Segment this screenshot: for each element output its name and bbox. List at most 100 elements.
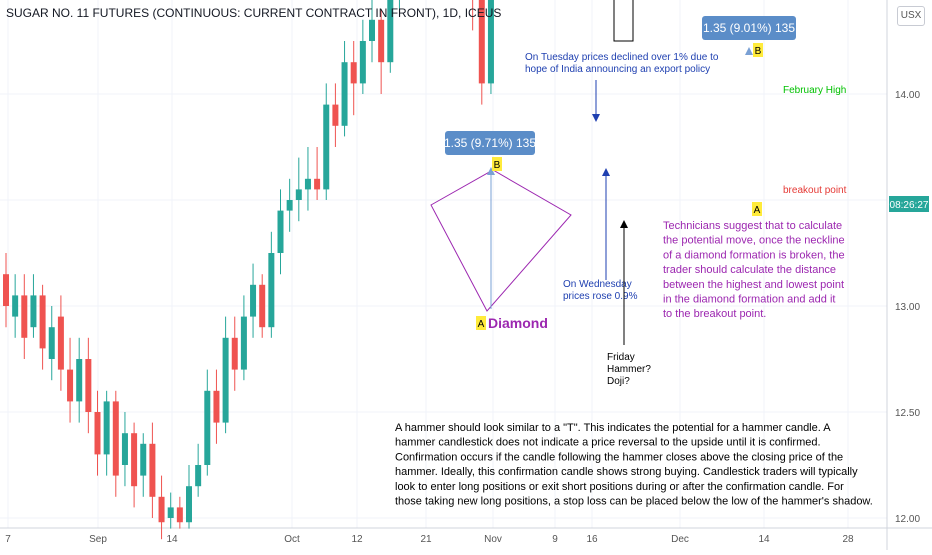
technicians-note: to the breakout point.	[663, 308, 766, 320]
x-tick-label: 14	[758, 534, 770, 545]
february-high-label: February High	[783, 85, 846, 96]
candle-body	[140, 443, 147, 476]
tuesday-note: On Tuesday prices declined over 1% due t…	[525, 52, 719, 63]
candle-body	[94, 412, 101, 455]
point-b-marker-bg	[492, 157, 502, 171]
candle-body	[67, 369, 74, 402]
technicians-note: trader should calculate the distance	[663, 264, 836, 276]
breakout-point-label: breakout point	[783, 185, 847, 196]
diamond-label: Diamond	[488, 315, 548, 331]
candle-body	[12, 295, 19, 317]
y-tick-label: 13.00	[895, 302, 920, 313]
hammer-note: Confirmation occurs if the candle follow…	[395, 451, 843, 463]
candle-body	[48, 327, 55, 359]
candle-body	[30, 295, 37, 328]
measure-box-1	[445, 131, 535, 155]
tuesday-arrow-head	[592, 114, 600, 122]
chart-title: SUGAR NO. 11 FUTURES (CONTINUOUS: CURREN…	[6, 6, 502, 20]
candle-body	[323, 104, 330, 190]
candle-body	[250, 284, 257, 317]
point-b-marker-2-bg	[753, 43, 763, 57]
candle-body	[240, 316, 247, 370]
candle-body	[222, 337, 229, 423]
candle-body	[350, 62, 357, 84]
friday-note: Doji?	[607, 376, 630, 387]
candle-body	[3, 274, 9, 306]
hammer-note: look to enter long positions or exit sho…	[395, 481, 844, 493]
measure-text-2: 1.35 (9.01%) 135	[703, 21, 795, 35]
candle-body	[314, 178, 321, 190]
friday-note: Friday	[607, 352, 635, 363]
candle-body	[478, 0, 485, 84]
currency-button[interactable]: USX	[897, 6, 925, 26]
candle-body	[21, 295, 28, 338]
technicians-note: in the diamond formation and add it	[663, 294, 835, 306]
wednesday-note: prices rose 0.9%	[563, 291, 638, 302]
candle-body	[341, 62, 348, 126]
candle-body	[487, 0, 494, 84]
technicians-note: Technicians suggest that to calculate	[663, 220, 842, 232]
x-tick-label: 12	[351, 534, 363, 545]
point-b-marker: B	[494, 160, 501, 171]
candle-body	[204, 390, 211, 465]
x-tick-label: Oct	[284, 534, 300, 545]
x-tick-label: 14	[166, 534, 178, 545]
measure-box-2	[702, 16, 796, 40]
point-a-marker-2-bg	[752, 202, 762, 216]
candle-body	[332, 104, 339, 126]
technicians-note: between the highest and lowest point	[663, 279, 844, 291]
candle-body	[387, 0, 394, 63]
measure-text-1: 1.35 (9.71%) 135	[444, 136, 536, 150]
technicians-note: the potential move, once the neckline	[663, 235, 845, 247]
x-tick-label: Sep	[89, 534, 107, 545]
candle-body	[277, 210, 284, 253]
candle-body	[149, 443, 156, 497]
candle-body	[57, 316, 64, 370]
tuesday-note: hope of India announcing an export polic…	[525, 64, 710, 75]
countdown-bg	[889, 196, 929, 212]
measure-arrow-1	[487, 167, 495, 175]
candle-body	[378, 19, 385, 63]
candle-body	[186, 486, 192, 523]
candle-body	[85, 359, 92, 412]
candle-body	[268, 253, 275, 328]
y-tick-label: 14.00	[895, 90, 920, 101]
wednesday-note: On Wednesday	[563, 279, 632, 290]
point-a-marker-2: A	[754, 205, 761, 216]
point-b-marker-2: B	[755, 46, 762, 57]
hammer-note: those taking new long positions, a stop …	[395, 496, 873, 508]
hammer-note: A hammer should look similar to a "T". T…	[395, 422, 831, 434]
x-tick-label: 9	[552, 534, 558, 545]
candle-body	[76, 359, 83, 402]
measure-arrow-2	[745, 47, 753, 55]
y-tick-label: 12.50	[895, 408, 920, 419]
candle-body	[195, 465, 202, 487]
candle-body	[369, 19, 375, 41]
candle-body	[121, 433, 128, 465]
x-tick-label: Dec	[671, 534, 689, 545]
friday-box	[613, 0, 634, 42]
candle-body	[167, 507, 174, 518]
candle-body	[295, 189, 302, 200]
friday-arrow-head	[620, 220, 628, 228]
y-tick-label: 12.00	[895, 514, 920, 525]
candle-body	[176, 507, 183, 523]
candle-body	[39, 295, 46, 349]
x-tick-label: 28	[842, 534, 854, 545]
wednesday-arrow-head	[602, 168, 610, 176]
x-tick-label: 16	[586, 534, 598, 545]
friday-note: Hammer?	[607, 364, 651, 375]
candle-body	[158, 496, 165, 523]
candle-body	[286, 200, 293, 211]
candle-body	[359, 41, 366, 84]
point-a-marker: A	[478, 319, 485, 330]
point-a-marker-bg	[476, 316, 486, 330]
candle-body	[231, 337, 238, 370]
candle-body	[259, 284, 266, 328]
hammer-note: hammer. Ideally, this confirmation candl…	[395, 466, 858, 478]
x-tick-label: 21	[420, 534, 432, 545]
hammer-note: hammer candlestick does not indicate a p…	[395, 437, 821, 449]
diamond-outline	[430, 169, 572, 312]
